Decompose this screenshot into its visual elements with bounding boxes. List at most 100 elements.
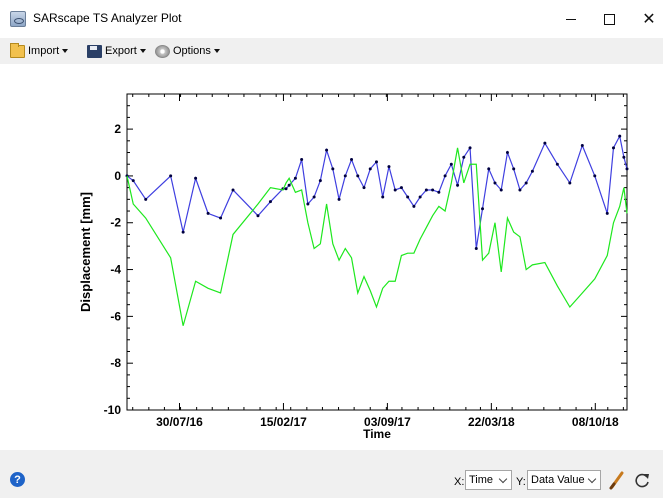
paint-brush-icon[interactable] — [608, 470, 626, 490]
export-label: Export — [105, 45, 137, 57]
title-bar[interactable]: SARscape TS Analyzer Plot ✕ — [0, 0, 663, 38]
gear-icon — [155, 44, 170, 58]
data-point-blue — [493, 181, 497, 185]
y-axis-select-value: Data Value — [531, 474, 585, 486]
data-point-blue — [580, 143, 584, 147]
plot-frame — [126, 93, 628, 411]
data-point-blue — [462, 155, 466, 159]
data-point-blue — [312, 195, 316, 199]
data-point-blue — [293, 176, 297, 180]
save-disk-icon — [87, 44, 102, 58]
chevron-down-icon — [498, 474, 508, 484]
dropdown-caret-icon — [62, 49, 69, 53]
y-axis-selector-label: Y: — [516, 476, 526, 488]
toolbar: Import Export Options — [0, 38, 663, 64]
data-point-blue — [368, 167, 372, 171]
data-point-blue — [487, 167, 491, 171]
data-point-blue — [474, 246, 478, 250]
y-tick-label: -4 — [110, 263, 121, 277]
data-point-blue — [468, 146, 472, 150]
y-tick-label: -10 — [104, 403, 122, 417]
export-menu-button[interactable]: Export — [87, 43, 146, 59]
data-point-blue — [268, 200, 272, 204]
data-point-blue — [449, 162, 453, 166]
y-axis-select[interactable]: Data Value — [527, 470, 601, 490]
x-axis-select[interactable]: Time — [465, 470, 512, 490]
data-point-blue — [437, 190, 441, 194]
data-point-blue — [231, 188, 235, 192]
data-point-blue — [284, 187, 288, 191]
close-button[interactable]: ✕ — [626, 0, 663, 38]
x-tick-label: 15/02/17 — [260, 415, 307, 429]
dropdown-caret-icon — [139, 49, 146, 53]
data-point-blue — [356, 174, 360, 178]
data-point-blue — [555, 162, 559, 166]
window-title: SARscape TS Analyzer Plot — [33, 11, 182, 25]
options-menu-button[interactable]: Options — [155, 43, 220, 59]
data-point-blue — [622, 155, 626, 159]
data-point-blue — [362, 186, 366, 190]
data-point-blue — [399, 186, 403, 190]
close-icon: ✕ — [642, 11, 656, 28]
x-axis-select-value: Time — [469, 474, 494, 486]
y-axis-title: Displacement [mm] — [78, 192, 93, 312]
series-line-green — [126, 147, 628, 326]
data-point-blue — [194, 176, 198, 180]
y-tick-label: 0 — [114, 169, 121, 183]
x-tick-label: 30/07/16 — [156, 415, 203, 429]
options-label: Options — [173, 45, 211, 57]
data-point-blue — [431, 188, 435, 192]
import-menu-button[interactable]: Import — [10, 42, 69, 59]
data-point-blue — [512, 167, 516, 171]
data-point-blue — [318, 179, 322, 183]
data-point-blue — [350, 158, 354, 162]
time-series-chart[interactable]: 2 0 -2 -4 -6 -8 -10 30/07/16 15/02/17 03/09/17 22/… — [0, 64, 663, 450]
data-point-blue — [374, 160, 378, 164]
data-point-blue — [219, 216, 223, 220]
help-icon[interactable]: ? — [10, 472, 25, 487]
data-point-blue — [568, 181, 572, 185]
dropdown-caret-icon — [213, 49, 220, 53]
x-axis-selector-label: X: — [454, 476, 465, 488]
x-tick-label: 08/10/18 — [572, 415, 619, 429]
data-point-blue — [524, 181, 528, 185]
data-point-blue — [387, 165, 391, 169]
minimize-icon — [566, 18, 576, 20]
data-point-blue — [605, 211, 609, 215]
refresh-icon[interactable] — [633, 470, 651, 490]
data-point-blue — [424, 188, 428, 192]
y-tick-label: 2 — [114, 122, 121, 136]
data-point-blue — [611, 146, 615, 150]
data-point-blue — [593, 174, 597, 178]
x-tick-label: 03/09/17 — [364, 415, 411, 429]
data-point-blue — [256, 214, 260, 218]
sarscape-app-icon — [10, 11, 26, 27]
data-point-blue — [343, 174, 347, 178]
data-point-blue — [181, 230, 185, 234]
x-tick-label: 22/03/18 — [468, 415, 515, 429]
data-point-blue — [456, 183, 460, 187]
data-point-blue — [406, 195, 410, 199]
data-point-blue — [393, 188, 397, 192]
y-tick-label: -6 — [110, 309, 121, 323]
data-point-blue — [412, 204, 416, 208]
data-point-blue — [300, 158, 304, 162]
data-point-blue — [381, 195, 385, 199]
maximize-icon — [603, 13, 615, 25]
data-point-blue — [331, 167, 335, 171]
data-point-blue — [144, 197, 148, 201]
data-point-blue — [418, 195, 422, 199]
data-point-blue — [131, 179, 135, 183]
data-point-blue — [518, 188, 522, 192]
data-point-blue — [625, 167, 629, 171]
plot-area[interactable]: 2 0 -2 -4 -6 -8 -10 30/07/16 15/02/17 03/09/17 22/… — [0, 64, 663, 450]
y-tick-label: -8 — [110, 356, 121, 370]
data-point-blue — [443, 174, 447, 178]
data-point-blue — [306, 202, 310, 206]
data-point-blue — [287, 183, 291, 187]
minimize-button[interactable] — [548, 0, 594, 38]
maximize-button[interactable] — [586, 0, 632, 38]
x-axis-title: Time — [363, 427, 391, 441]
data-point-blue — [499, 188, 503, 192]
